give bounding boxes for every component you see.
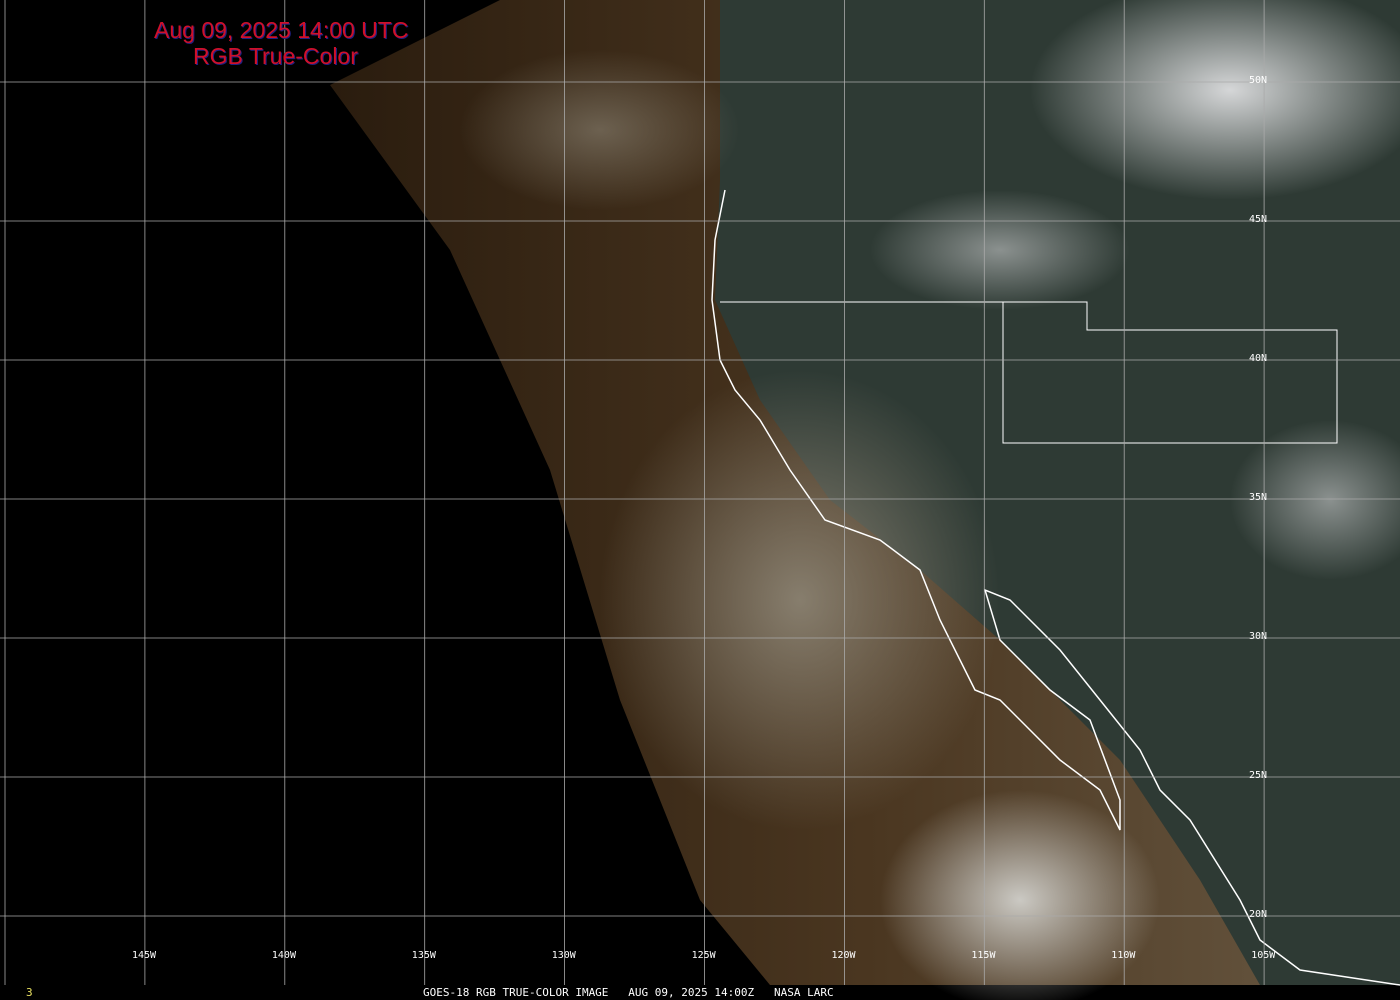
- latitude-label: 35N: [1249, 492, 1268, 503]
- state-borders: [720, 301, 1338, 444]
- longitude-label: 145W: [132, 950, 157, 961]
- latitude-label: 50N: [1249, 75, 1268, 86]
- title-datetime: Aug 09, 2025 14:00 UTC: [154, 17, 409, 43]
- longitude-label: 140W: [271, 950, 296, 961]
- latitude-label: 20N: [1249, 909, 1268, 920]
- longitude-label: 115W: [971, 950, 996, 961]
- latitude-label: 45N: [1249, 214, 1268, 225]
- latitude-label: 25N: [1249, 770, 1268, 781]
- coastline: [711, 189, 1400, 986]
- latitude-label: 30N: [1249, 631, 1268, 642]
- longitude-label: 120W: [831, 950, 856, 961]
- longitude-label: 135W: [411, 950, 436, 961]
- longitude-label: 110W: [1111, 950, 1136, 961]
- longitude-label: 125W: [691, 950, 716, 961]
- longitude-label: 105W: [1251, 950, 1276, 961]
- longitude-label: 130W: [551, 950, 576, 961]
- frame-number: 3: [26, 986, 33, 999]
- footer-caption: GOES-18 RGB TRUE-COLOR IMAGE AUG 09, 202…: [423, 986, 834, 999]
- title-product: RGB True-Color: [193, 43, 358, 69]
- latitude-label: 40N: [1249, 353, 1268, 364]
